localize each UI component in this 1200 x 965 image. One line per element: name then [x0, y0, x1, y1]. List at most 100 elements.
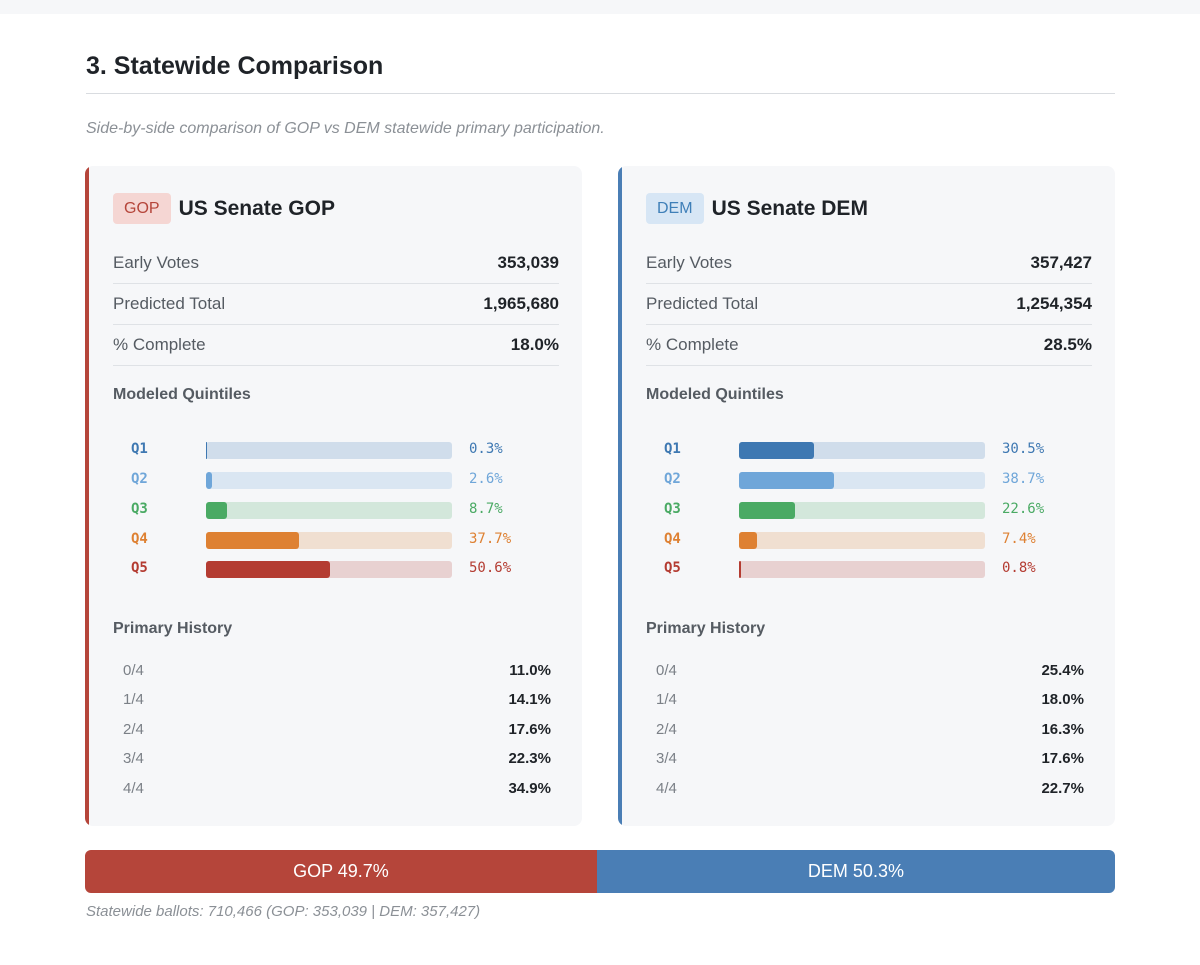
history-value: 22.7%: [1041, 779, 1084, 797]
quintile-row-q3: Q3 8.7%: [85, 499, 582, 521]
history-row-4-of-4: 4/4 34.9%: [123, 776, 551, 800]
quintile-label: Q4: [131, 531, 148, 547]
dem-badge: DEM: [646, 193, 704, 224]
quintile-label: Q1: [664, 441, 681, 457]
gop-card-header: GOP US Senate GOP: [113, 193, 335, 224]
quintile-track: [206, 532, 452, 549]
history-value: 22.3%: [508, 749, 551, 767]
history-row-0-of-4: 0/4 11.0%: [123, 658, 551, 682]
history-label: 0/4: [123, 661, 144, 679]
history-label: 0/4: [656, 661, 677, 679]
dem-stats: Early Votes 357,427 Predicted Total 1,25…: [646, 243, 1092, 366]
quintile-fill: [739, 442, 815, 459]
stat-row-percent-complete: % Complete 28.5%: [646, 325, 1092, 366]
quintile-row-q4: Q4 37.7%: [85, 529, 582, 551]
section-title: 3. Statewide Comparison: [86, 52, 384, 80]
stat-value: 1,965,680: [483, 294, 559, 313]
quintile-row-q3: Q3 22.6%: [618, 499, 1115, 521]
dem-card-title: US Senate DEM: [711, 196, 868, 220]
quintile-label: Q3: [664, 501, 681, 517]
quintile-value: 0.8%: [1002, 560, 1036, 576]
history-label: 3/4: [123, 749, 144, 767]
stat-row-predicted-total: Predicted Total 1,254,354: [646, 284, 1092, 325]
quintile-value: 30.5%: [1002, 441, 1045, 457]
quintile-label: Q5: [664, 560, 681, 576]
quintile-fill: [206, 472, 213, 489]
gop-card: GOP US Senate GOP Early Votes 353,039 Pr…: [85, 166, 582, 826]
quintile-fill: [739, 502, 795, 519]
history-value: 14.1%: [508, 690, 551, 708]
quintile-track: [206, 561, 452, 578]
stat-label: Early Votes: [646, 253, 732, 272]
gop-history-heading: Primary History: [113, 620, 233, 637]
gop-badge: GOP: [113, 193, 171, 224]
quintile-value: 7.4%: [1002, 531, 1036, 547]
quintile-row-q5: Q5 50.6%: [85, 558, 582, 580]
history-value: 34.9%: [508, 779, 551, 797]
quintile-fill: [739, 561, 741, 578]
history-label: 1/4: [656, 690, 677, 708]
stat-row-early-votes: Early Votes 357,427: [646, 243, 1092, 284]
quintile-track: [739, 442, 985, 459]
quintile-fill: [739, 532, 758, 549]
history-label: 2/4: [123, 720, 144, 738]
stat-value: 18.0%: [510, 335, 559, 354]
section-subtitle: Side-by-side comparison of GOP vs DEM st…: [86, 120, 605, 137]
quintile-row-q2: Q2 38.7%: [618, 469, 1115, 491]
history-value: 17.6%: [508, 720, 551, 738]
stat-label: Predicted Total: [646, 294, 759, 313]
quintile-label: Q5: [131, 560, 148, 576]
history-value: 25.4%: [1041, 661, 1084, 679]
gop-stats: Early Votes 353,039 Predicted Total 1,96…: [113, 243, 559, 366]
quintile-label: Q4: [664, 531, 681, 547]
history-row-3-of-4: 3/4 17.6%: [656, 746, 1084, 770]
stat-label: % Complete: [113, 335, 206, 354]
stat-label: % Complete: [646, 335, 739, 354]
quintile-value: 50.6%: [469, 560, 512, 576]
split-gop-segment: GOP 49.7%: [85, 850, 597, 893]
split-gop-label: GOP 49.7%: [293, 861, 389, 881]
quintile-track: [739, 472, 985, 489]
quintile-row-q2: Q2 2.6%: [85, 469, 582, 491]
quintile-row-q1: Q1 30.5%: [618, 439, 1115, 461]
stat-row-early-votes: Early Votes 353,039: [113, 243, 559, 284]
history-label: 4/4: [123, 779, 144, 797]
quintile-track: [206, 442, 452, 459]
stat-value: 28.5%: [1043, 335, 1092, 354]
stat-value: 353,039: [497, 253, 559, 272]
history-row-0-of-4: 0/4 25.4%: [656, 658, 1084, 682]
quintile-fill: [206, 442, 208, 459]
quintile-track: [206, 502, 452, 519]
quintile-label: Q1: [131, 441, 148, 457]
quintile-value: 22.6%: [1002, 501, 1045, 517]
stat-label: Predicted Total: [113, 294, 226, 313]
history-row-1-of-4: 1/4 18.0%: [656, 687, 1084, 711]
quintile-label: Q2: [664, 471, 681, 487]
quintile-fill: [206, 502, 228, 519]
quintile-fill: [206, 532, 299, 549]
statewide-footnote: Statewide ballots: 710,466 (GOP: 353,039…: [86, 903, 481, 920]
history-value: 17.6%: [1041, 749, 1084, 767]
quintile-value: 37.7%: [469, 531, 512, 547]
dem-card-header: DEM US Senate DEM: [646, 193, 868, 224]
split-dem-segment: DEM 50.3%: [596, 850, 1115, 893]
history-row-2-of-4: 2/4 16.3%: [656, 717, 1084, 741]
gop-quintiles-heading: Modeled Quintiles: [113, 386, 251, 403]
history-label: 3/4: [656, 749, 677, 767]
dem-history-heading: Primary History: [646, 620, 766, 637]
dem-card-accent: [618, 166, 622, 826]
quintile-row-q4: Q4 7.4%: [618, 529, 1115, 551]
history-row-2-of-4: 2/4 17.6%: [123, 717, 551, 741]
title-divider: [86, 93, 1115, 94]
quintile-track: [739, 561, 985, 578]
statewide-split-bar: GOP 49.7% DEM 50.3%: [85, 850, 1115, 893]
history-row-1-of-4: 1/4 14.1%: [123, 687, 551, 711]
dem-quintiles-heading: Modeled Quintiles: [646, 386, 784, 403]
quintile-value: 8.7%: [469, 501, 503, 517]
history-row-4-of-4: 4/4 22.7%: [656, 776, 1084, 800]
history-label: 1/4: [123, 690, 144, 708]
quintile-value: 2.6%: [469, 471, 503, 487]
quintile-track: [739, 502, 985, 519]
dem-card: DEM US Senate DEM Early Votes 357,427 Pr…: [618, 166, 1115, 826]
quintile-row-q5: Q5 0.8%: [618, 558, 1115, 580]
